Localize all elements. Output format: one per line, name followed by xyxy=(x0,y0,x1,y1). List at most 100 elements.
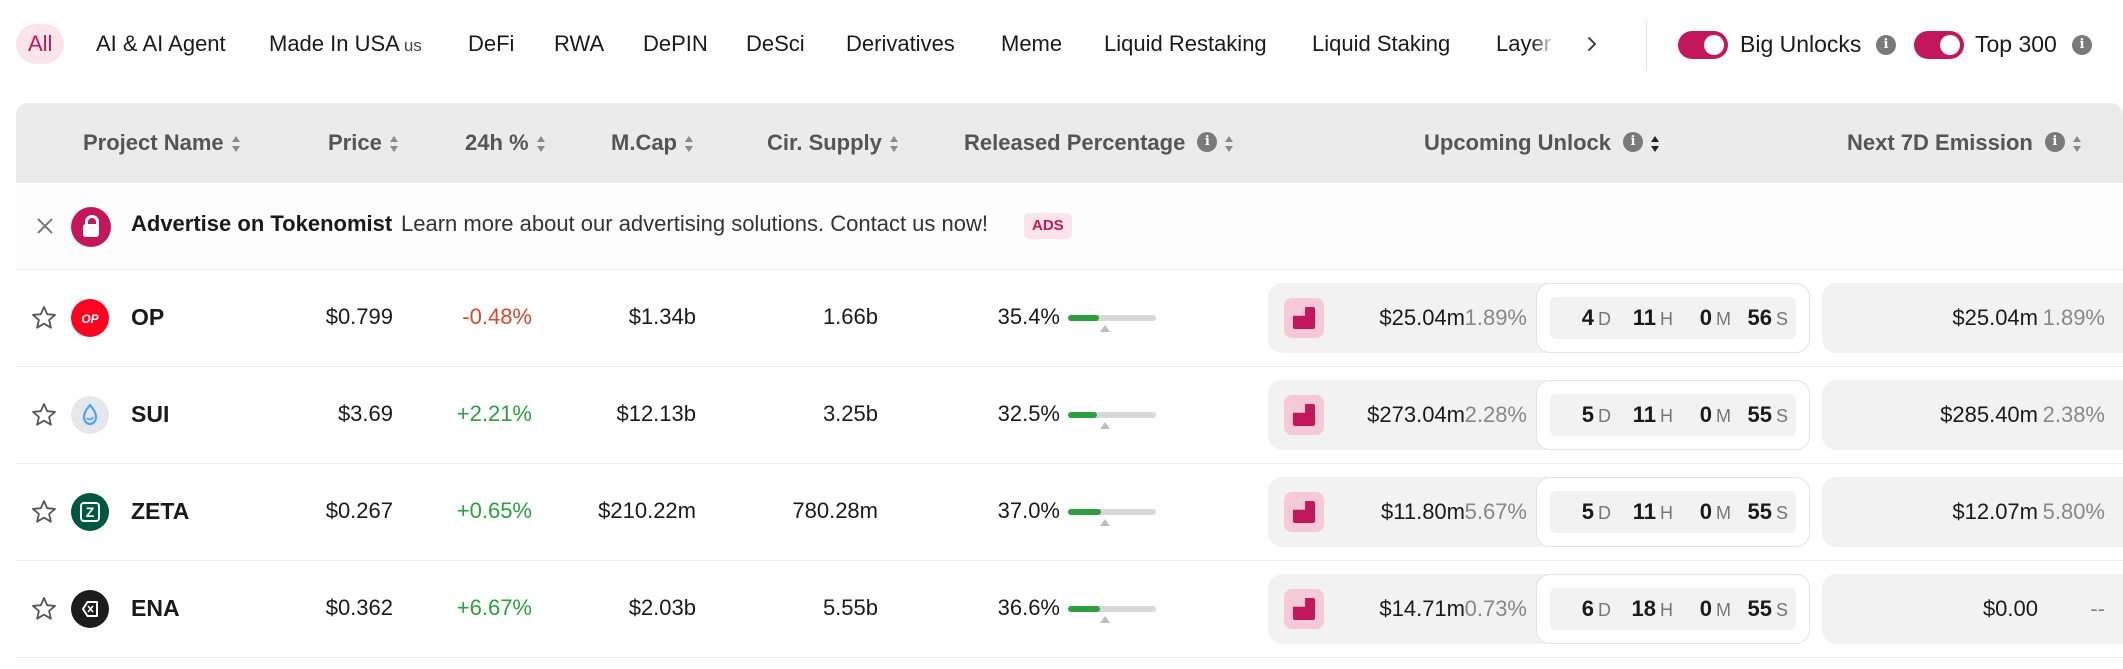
header-upcoming-unlock[interactable]: Upcoming Unlock i xyxy=(1424,103,1660,183)
released-percentage: 35.4% xyxy=(997,304,1060,329)
header-label: 24h % xyxy=(465,130,529,155)
countdown-minutes: 0 xyxy=(1699,499,1712,524)
released-progress-fill xyxy=(1068,412,1097,418)
market-cap: $2.03b xyxy=(628,595,696,620)
unlock-value: $14.71m xyxy=(1379,596,1465,621)
next-7d-emission-card[interactable]: $285.40m 2.38% xyxy=(1822,380,2123,450)
sort-icon xyxy=(1225,136,1234,153)
star-icon[interactable] xyxy=(30,304,58,332)
category-chip-all[interactable]: All xyxy=(16,24,65,64)
category-chip-desci[interactable]: DeSci xyxy=(746,24,805,64)
sort-icon xyxy=(685,136,693,153)
table-row[interactable]: OP OP $0.799 -0.48% $1.34b 1.66b 35.4% $… xyxy=(16,270,2123,367)
star-icon[interactable] xyxy=(30,401,58,429)
top-300-toggle[interactable] xyxy=(1914,31,1964,59)
category-chip-liquid-staking[interactable]: Liquid Staking xyxy=(1312,24,1450,64)
header-price[interactable]: Price xyxy=(328,103,398,183)
unlock-percentage: 1.89% xyxy=(1464,305,1527,330)
category-filter-bar: All AI & AI Agent Made In USA us DeFi RWA… xyxy=(0,0,2123,90)
unlock-percentage: 5.67% xyxy=(1464,499,1527,524)
countdown-seconds: 55 xyxy=(1747,402,1772,427)
countdown-hours-unit: H xyxy=(1660,600,1673,620)
star-icon[interactable] xyxy=(30,498,58,526)
big-unlocks-label: Big Unlocks xyxy=(1740,31,1862,57)
header-label: Next 7D Emission xyxy=(1847,130,2033,155)
token-symbol[interactable]: OP xyxy=(131,304,165,330)
ad-text[interactable]: Learn more about our advertising solutio… xyxy=(401,211,988,236)
upcoming-unlock-info-icon[interactable]: i xyxy=(1623,132,1644,153)
unlock-value: $25.04m xyxy=(1379,305,1465,330)
header-24h-change[interactable]: 24h % xyxy=(465,103,545,183)
header-label: Upcoming Unlock xyxy=(1424,130,1612,155)
header-market-cap[interactable]: M.Cap xyxy=(611,103,693,183)
category-chip-ai-agent[interactable]: AI & AI Agent xyxy=(96,24,226,64)
released-progress-fill xyxy=(1068,606,1101,612)
category-chip-label: DeFi xyxy=(468,31,515,56)
big-unlocks-info-icon[interactable]: i xyxy=(1876,35,1896,55)
emission-percentage: 5.80% xyxy=(2042,499,2105,524)
emission-value: $25.04m xyxy=(1952,305,2038,330)
token-symbol[interactable]: ENA xyxy=(131,595,180,621)
price-change-24h: -0.48% xyxy=(462,304,532,329)
category-chip-label: DeSci xyxy=(746,31,805,56)
progress-marker-icon xyxy=(1100,616,1110,623)
released-percentage: 32.5% xyxy=(997,401,1060,426)
ads-badge: ADS xyxy=(1024,213,1072,239)
countdown-minutes: 0 xyxy=(1699,596,1712,621)
table-row[interactable]: SUI $3.69 +2.21% $12.13b 3.25b 32.5% $27… xyxy=(16,367,2123,464)
progress-marker-icon xyxy=(1100,325,1110,332)
released-percentage: 36.6% xyxy=(997,595,1060,620)
big-unlocks-toggle[interactable] xyxy=(1678,31,1728,59)
category-chip-derivatives[interactable]: Derivatives xyxy=(846,24,955,64)
unlock-event-icon xyxy=(1284,492,1324,532)
emission-value: $285.40m xyxy=(1940,402,2038,427)
token-price: $0.267 xyxy=(325,498,393,523)
close-icon[interactable] xyxy=(32,213,58,239)
chevron-right-icon[interactable] xyxy=(1580,30,1604,58)
header-released-percentage[interactable]: Released Percentage i xyxy=(964,103,1234,183)
star-icon[interactable] xyxy=(30,595,58,623)
category-chip-label: RWA xyxy=(554,31,605,56)
next-7d-emission-card[interactable]: $0.00 -- xyxy=(1822,574,2123,644)
price-change-24h: +2.21% xyxy=(456,401,532,426)
category-chip-rwa[interactable]: RWA xyxy=(554,24,604,64)
category-chip-label: AI & AI Agent xyxy=(96,31,226,56)
sort-icon xyxy=(1651,136,1660,153)
unlock-event-icon xyxy=(1284,589,1324,629)
released-percentage-info-icon[interactable]: i xyxy=(1197,132,1218,153)
countdown-minutes-unit: M xyxy=(1716,503,1731,523)
table-row[interactable]: ENA $0.362 +6.67% $2.03b 5.55b 36.6% $14… xyxy=(16,561,2123,658)
next-7d-emission-card[interactable]: $12.07m 5.80% xyxy=(1822,477,2123,547)
category-chip-meme[interactable]: Meme xyxy=(1001,24,1062,64)
countdown-hours-unit: H xyxy=(1660,503,1673,523)
category-chip-liquid-restaking[interactable]: Liquid Restaking xyxy=(1104,24,1267,64)
countdown-minutes-unit: M xyxy=(1716,309,1731,329)
table-row[interactable]: Z ZETA $0.267 +0.65% $210.22m 780.28m 37… xyxy=(16,464,2123,561)
next-7d-emission-card[interactable]: $25.04m 1.89% xyxy=(1822,283,2123,353)
category-chip-layer[interactable]: Layer xyxy=(1496,24,1556,64)
header-circulating-supply[interactable]: Cir. Supply xyxy=(767,103,898,183)
token-symbol[interactable]: ZETA xyxy=(131,498,190,524)
next-7d-emission-info-icon[interactable]: i xyxy=(2044,132,2065,153)
circulating-supply: 5.55b xyxy=(822,595,878,620)
category-chip-made-in-usa[interactable]: Made In USA us xyxy=(269,24,422,64)
token-symbol[interactable]: SUI xyxy=(131,401,170,427)
category-chip-defi[interactable]: DeFi xyxy=(468,24,514,64)
header-project-name[interactable]: Project Name xyxy=(83,103,240,183)
top-300-info-icon[interactable]: i xyxy=(2072,35,2092,55)
released-progress-bar xyxy=(1068,606,1156,612)
countdown-days: 4 xyxy=(1581,305,1594,330)
unlock-event-icon xyxy=(1284,298,1324,338)
header-next-7d-emission[interactable]: Next 7D Emission i xyxy=(1847,103,2081,183)
category-chip-depin[interactable]: DePIN xyxy=(643,24,708,64)
ad-title[interactable]: Advertise on Tokenomist xyxy=(131,211,393,236)
category-chip-label: Derivatives xyxy=(846,31,955,56)
